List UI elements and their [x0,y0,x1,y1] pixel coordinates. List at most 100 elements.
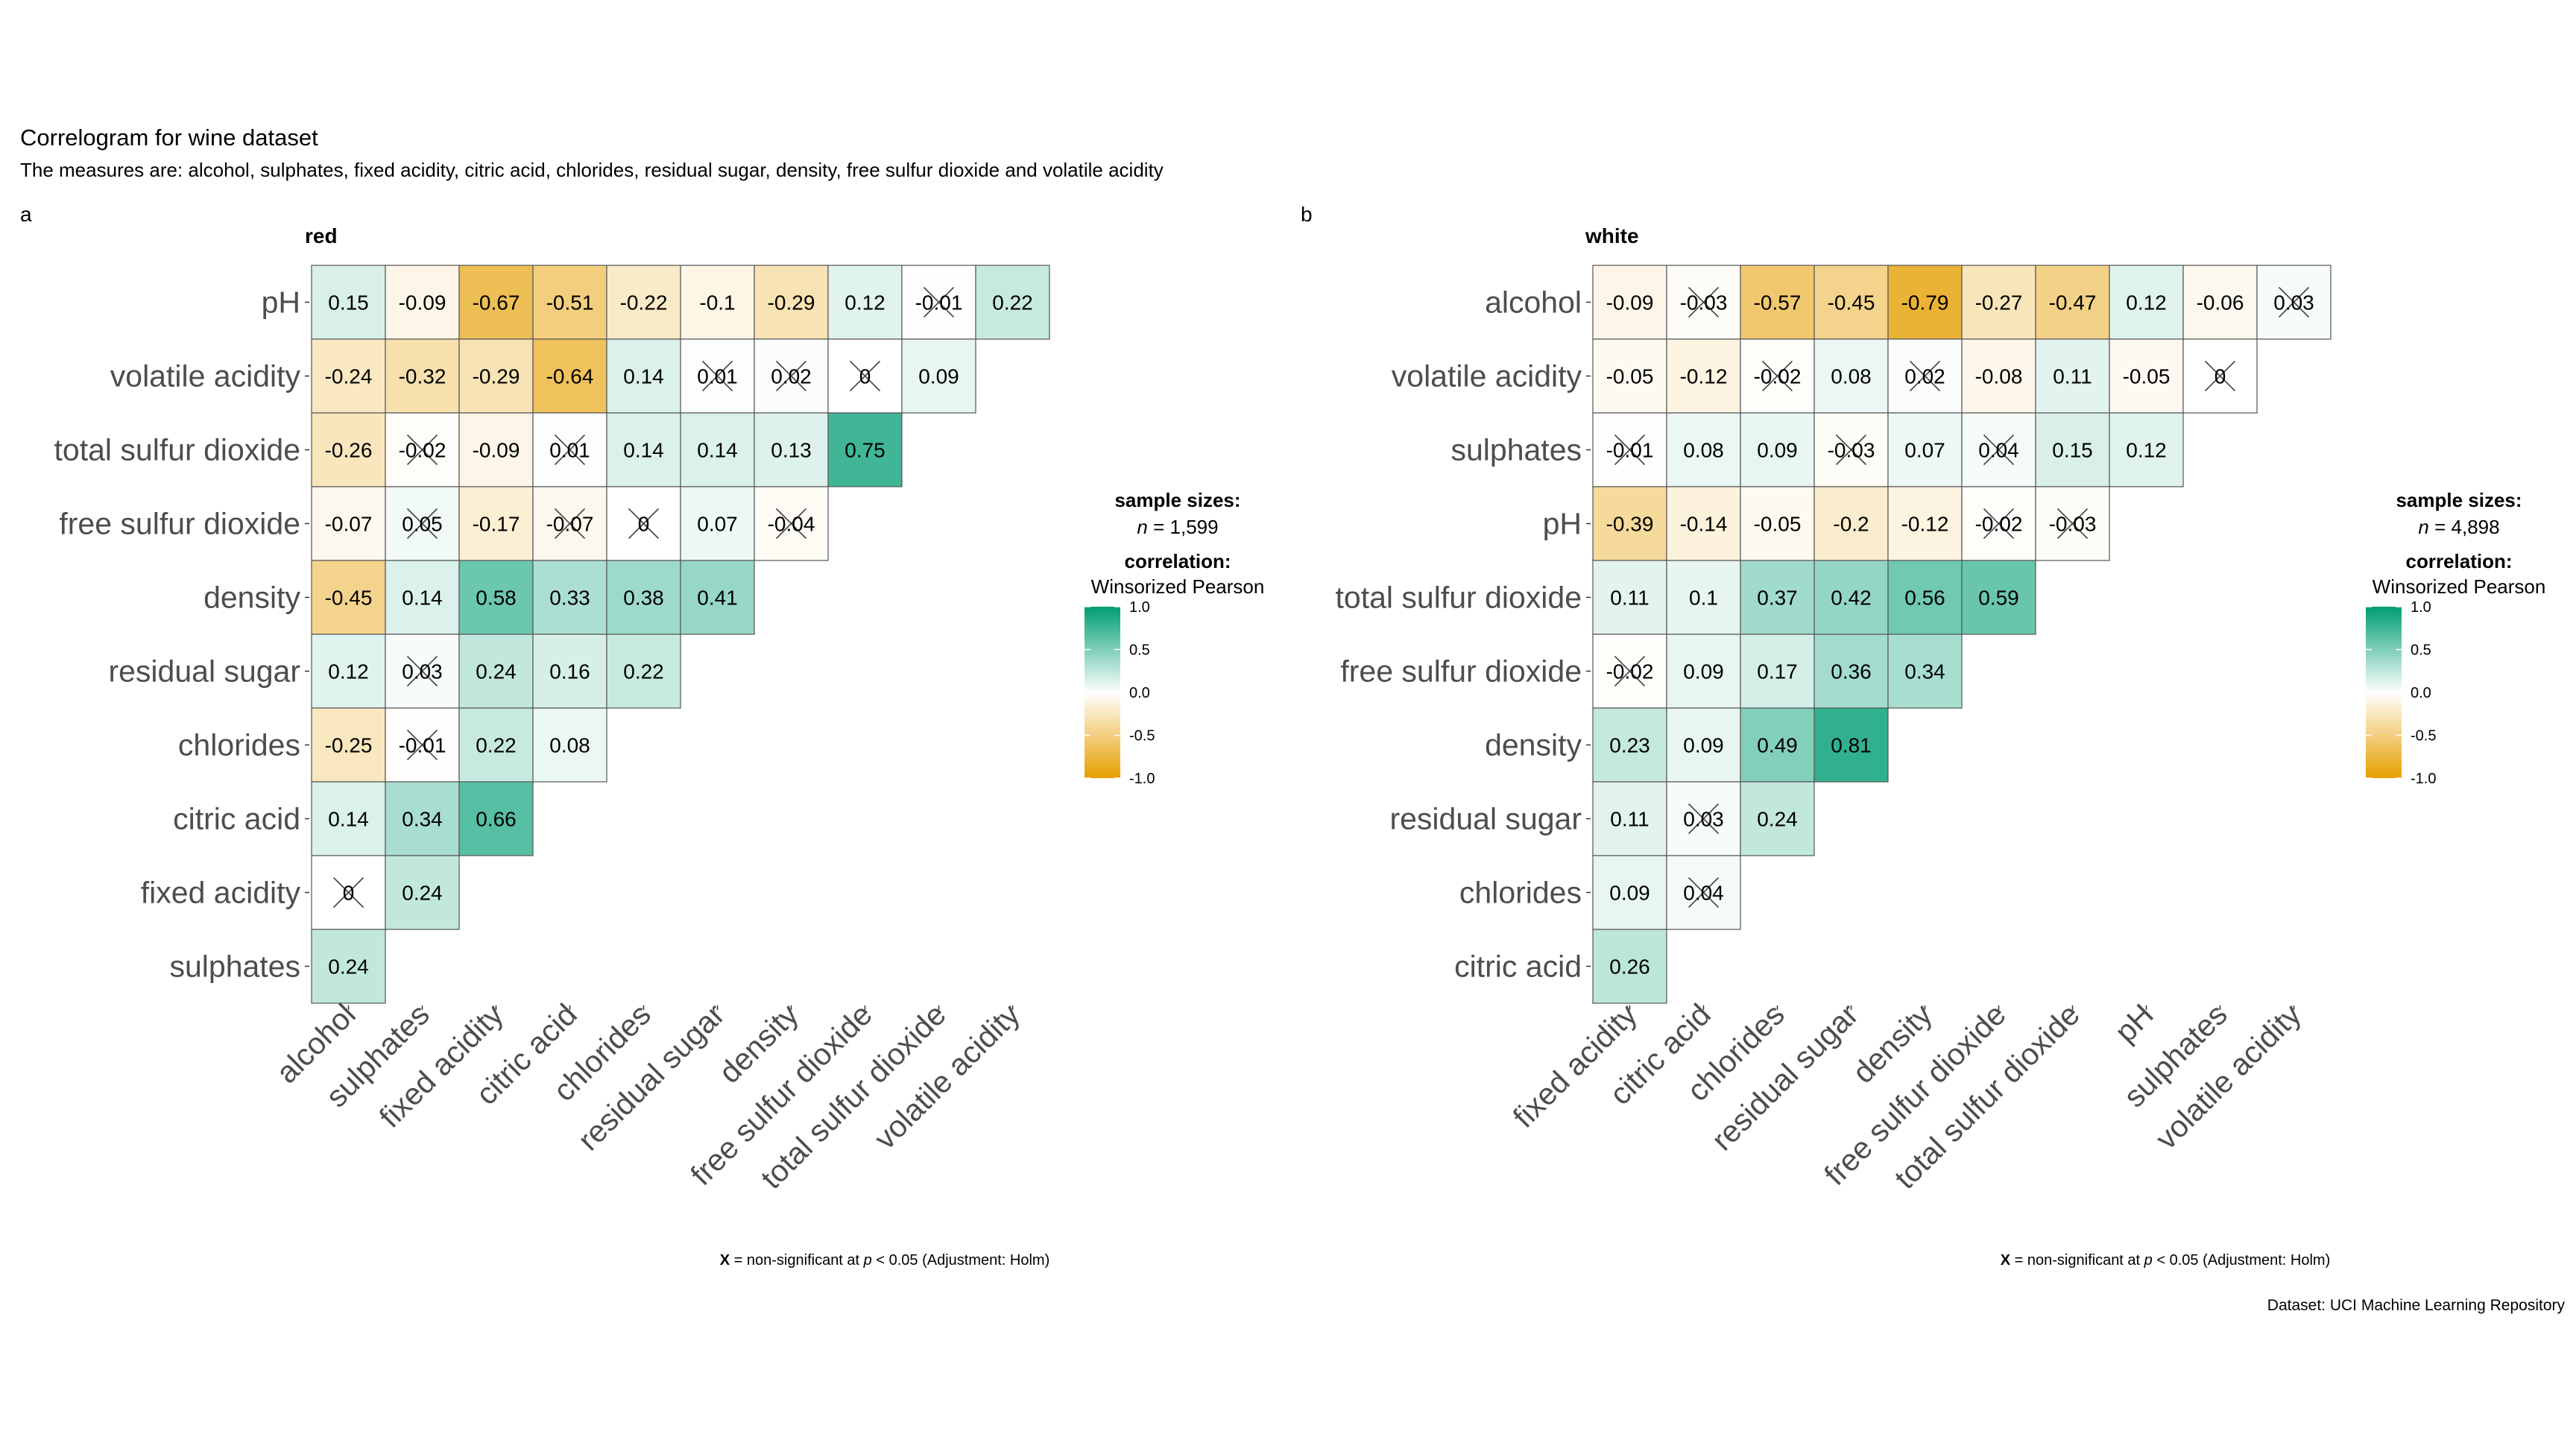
heatmap-cell: 0.08 [1813,338,1889,414]
cell-fill [2109,338,2184,414]
heatmap-cell: 0.07 [680,486,755,561]
heatmap-cell: 0.26 [1592,929,1667,1004]
y-label-free-sulfur-dioxide: free sulfur dioxide [59,507,300,541]
heatmap-cell: 0.1 [1666,560,1741,635]
cell-value-label: 0.15 [328,291,369,315]
cell-value-label: -0.45 [325,587,373,610]
heatmap-cell: -0.25 [311,707,386,783]
nonsignificant-cross [1688,876,1720,909]
cell-fill [385,265,460,340]
cell-value-label: -0.17 [473,513,520,536]
cell-value-label: -0.29 [473,365,520,388]
nonsignificant-cross [2056,508,2089,540]
legend-tick-label: 1.0 [2411,599,2431,616]
nonsignificant-cross [2204,360,2236,392]
heatmap-cell: 0.09 [1666,707,1741,783]
cell-fill [532,338,607,414]
cell-fill [532,634,607,709]
cell-value-label: 0 [343,882,355,905]
cell-fill [532,486,607,561]
cell-value-label: -0.27 [1975,291,2023,315]
cell-value-label: -0.02 [399,439,446,462]
panel-tag: a [20,203,32,226]
cell-value-label: -0.03 [1680,291,1728,315]
cell-value-label: -0.1 [699,291,735,315]
cell-value-label: 0.1 [1689,587,1718,610]
heatmap-cell: -0.67 [458,265,534,340]
y-label-residual-sugar: residual sugar [108,654,300,689]
y-label-chlorides: chlorides [1459,876,1582,910]
y-label-citric-acid: citric acid [173,802,300,836]
heatmap-cell: 0.17 [1740,634,1815,709]
heatmap-cell: -0.01 [1592,412,1667,487]
legend-heading-correlation: correlation: [1124,550,1231,572]
cell-fill [1813,707,1889,783]
heatmap-cell: 0 [606,486,681,561]
cell-value-label: -0.02 [1754,365,1802,388]
cell-value-label: 0.14 [623,439,664,462]
cell-value-label: 0.49 [1757,734,1798,757]
cell-fill [1666,412,1741,487]
heatmap-cell: 0.81 [1813,707,1889,783]
heatmap-cell: -0.05 [1592,338,1667,414]
nonsignificant-cross [2278,286,2310,318]
cell-value-label: 0.11 [2053,365,2092,388]
heatmap-cell: 0.66 [458,781,534,856]
cell-fill [1887,560,1963,635]
cell-fill [532,707,607,783]
y-label-total-sulfur-dioxide: total sulfur dioxide [1336,581,1582,615]
cell-fill [680,265,755,340]
heatmap-cell: 0.11 [1592,781,1667,856]
legend-heading-correlation: correlation: [2405,550,2512,572]
cell-value-label: 0.03 [2273,291,2314,315]
heatmap-cell: 0.59 [1961,560,2036,635]
cell-fill [606,560,681,635]
cell-value-label: -0.67 [473,291,520,315]
cell-fill [1592,560,1667,635]
heatmap-cell: -0.04 [754,486,829,561]
legend-sample-size: n = 1,599 [1137,516,1218,538]
cell-value-label: -0.09 [1606,291,1654,315]
heatmap-cell: 0.11 [2035,338,2110,414]
cell-fill [827,265,903,340]
cell-value-label: 0.14 [402,587,443,610]
cell-fill [532,265,607,340]
cell-fill [1740,781,1815,856]
cell-value-label: -0.07 [325,513,373,536]
heatmap-cell: -0.45 [1813,265,1889,340]
cell-value-label: 0 [2214,365,2226,388]
cell-value-label: -0.79 [1901,291,1949,315]
cell-value-label: 0.07 [1904,439,1945,462]
cell-fill [2035,338,2110,414]
heatmap-cell: -0.02 [1592,634,1667,709]
legend-tick-label: 0.5 [2411,642,2431,659]
heatmap-cell: -0.27 [1961,265,2036,340]
heatmap-cell: -0.08 [1961,338,2036,414]
cell-fill [754,412,829,487]
heatmap-cell: -0.51 [532,265,607,340]
cell-fill [1592,707,1667,783]
cell-value-label: 0.41 [697,587,738,610]
cell-value-label: 0.66 [476,808,517,831]
heatmap-cell: 0.34 [385,781,460,856]
legend-tick-label: -1.0 [1129,771,1155,787]
figure-title: Correlogram for wine dataset [20,124,318,151]
figure-subtitle: The measures are: alcohol, sulphates, fi… [20,159,1164,181]
y-label-density: density [1485,728,1582,762]
heatmap-cell: 0.08 [1666,412,1741,487]
nonsignificant-cross [554,508,586,540]
cell-fill [2035,412,2110,487]
heatmap-cell: -0.12 [1666,338,1741,414]
legend-tick-label: 0.5 [1129,642,1150,659]
nonsignificant-cross [1761,360,1793,392]
heatmap-cell: -0.02 [1740,338,1815,414]
heatmap-cell: -0.09 [385,265,460,340]
cell-fill [1666,560,1741,635]
heatmap-cell: -0.07 [532,486,607,561]
cell-value-label: -0.12 [1901,513,1949,536]
cell-fill [385,855,460,930]
cell-value-label: 0.03 [402,660,443,683]
cell-value-label: 0.14 [697,439,738,462]
cell-fill [1887,486,1963,561]
